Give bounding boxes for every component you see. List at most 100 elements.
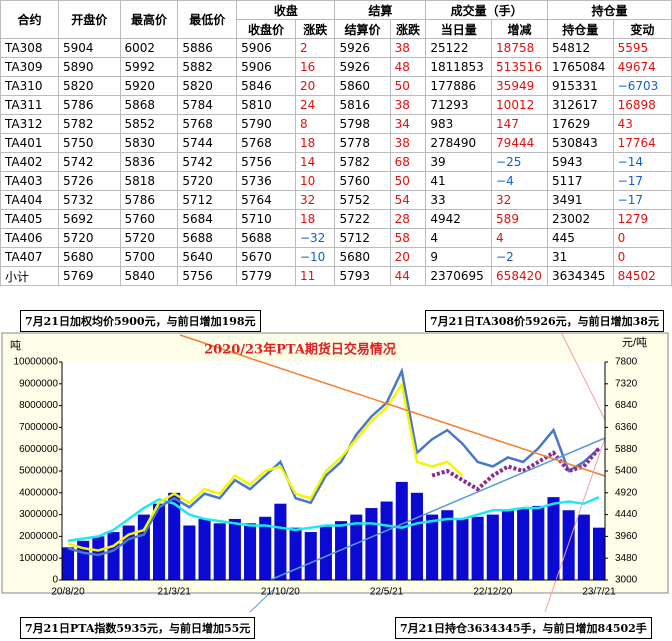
connector (249, 587, 276, 613)
bar (486, 514, 499, 580)
line (67, 367, 600, 557)
bar (228, 518, 241, 580)
y2-tick-label: 4920 (615, 487, 638, 498)
cell: 84502 (612, 266, 672, 286)
line (67, 496, 600, 542)
cell: 5117 (546, 171, 614, 191)
cell: 5890 (57, 57, 121, 77)
cell: 5670 (236, 247, 296, 267)
chart-title: 2020/23年PTA期货日交易情况 (204, 342, 396, 358)
y-tick-label: 3000000 (19, 509, 58, 520)
cell: 445 (546, 228, 614, 248)
y2-tick-label: 7800 (615, 357, 638, 368)
header-cell: 变动 (612, 19, 672, 39)
cell: 5768 (236, 133, 296, 153)
cell: 16 (294, 57, 336, 77)
cell: 5680 (334, 247, 391, 267)
cell: 5756 (177, 266, 238, 286)
header-cell: 结算价 (334, 19, 391, 39)
cell: 10012 (491, 95, 548, 115)
cell: −14 (612, 152, 672, 172)
plot-area (62, 362, 605, 580)
connector (544, 437, 606, 613)
cell: −25 (491, 152, 548, 172)
quote-table: 合约 开盘价 最高价 最低价 收盘 结算 成交量（手） 持仓量 收盘价 涨跌 结算价 涨跌 当日量 增减持… (0, 0, 672, 286)
y2-tick-label: 6360 (615, 422, 638, 433)
header-cell: 合约 (0, 0, 59, 39)
y-axis-unit: 吨 (10, 339, 21, 352)
data-row: TA404 5732 5786 5712 5764 32 5752 54 33 32 3491 −17 (0, 190, 672, 210)
y2-tick-label: 3960 (615, 531, 638, 542)
cell: 6002 (119, 38, 179, 58)
bar (350, 514, 363, 580)
cell: 28 (389, 209, 427, 229)
cell: 5793 (334, 266, 391, 286)
bar (183, 525, 196, 580)
header-cell: 成交量（手） (425, 0, 548, 20)
cell: 5742 (57, 152, 121, 172)
y2-tick-label: 7320 (615, 378, 638, 389)
data-row: TA311 5786 5868 5784 5810 24 5816 38 71293 10012 3… (0, 95, 672, 115)
line (67, 381, 464, 552)
bar (319, 525, 332, 580)
data-row: 小计 5769 5840 5756 5779 11 5793 44 2370695 658420 3… (0, 266, 672, 286)
cell: 25122 (425, 38, 493, 58)
cell: 658420 (491, 266, 548, 286)
cell: 5732 (57, 190, 121, 210)
cell: TA403 (0, 171, 59, 191)
x-tick-label: 23/7/21 (582, 587, 616, 598)
bar (304, 532, 317, 580)
cell: 312617 (546, 95, 614, 115)
connector (559, 329, 606, 421)
cell: 4942 (425, 209, 493, 229)
bar (577, 514, 590, 580)
cell: 5810 (236, 95, 296, 115)
trend-line (269, 437, 606, 581)
cell: 50 (389, 171, 427, 191)
bar (365, 508, 378, 580)
cell: 5868 (119, 95, 179, 115)
cell: −17 (612, 190, 672, 210)
bar (289, 527, 302, 580)
cell: 5779 (236, 266, 296, 286)
bar (213, 523, 226, 580)
bar (592, 527, 606, 580)
y2-tick-label: 3000 (615, 575, 638, 586)
y-tick-label: 8000000 (19, 400, 58, 411)
cell: 5906 (236, 38, 296, 58)
cell: TA407 (0, 247, 59, 267)
cell: 18 (294, 133, 336, 153)
header-cell: 涨跌 (389, 19, 427, 39)
cell: 915331 (546, 76, 614, 96)
bar (61, 547, 75, 580)
cell: 5786 (119, 190, 179, 210)
bar (395, 481, 408, 580)
cell: 5784 (177, 95, 238, 115)
bar (410, 492, 423, 580)
dotted-line (431, 447, 601, 492)
note: 7月21日持仓3634345手，与前日增加84502手 (395, 617, 652, 639)
cell: −17 (612, 171, 672, 191)
x-tick-label: 22/12/20 (473, 587, 512, 598)
bar (532, 505, 545, 580)
bar (501, 510, 515, 580)
bar (517, 508, 530, 580)
x-tick-label: 21/10/20 (261, 587, 300, 598)
cell: 5926 (334, 57, 391, 77)
cell: 5768 (177, 114, 238, 134)
cell: 5742 (177, 152, 238, 172)
cell: TA404 (0, 190, 59, 210)
y2-tick-label: 4440 (615, 509, 638, 520)
cell: 5840 (119, 266, 179, 286)
cell: 5760 (334, 171, 391, 191)
cell: 5712 (334, 228, 391, 248)
cell: −2 (491, 247, 548, 267)
data-row: TA401 5750 5830 5744 5768 18 5778 38 278490 79444… (0, 133, 672, 153)
y-tick-label: 1000000 (19, 553, 58, 564)
cell: 5778 (334, 133, 391, 153)
y-tick-label: 6000000 (19, 444, 58, 455)
cell: 11 (294, 266, 336, 286)
cell: 71293 (425, 95, 493, 115)
bar (380, 501, 393, 580)
